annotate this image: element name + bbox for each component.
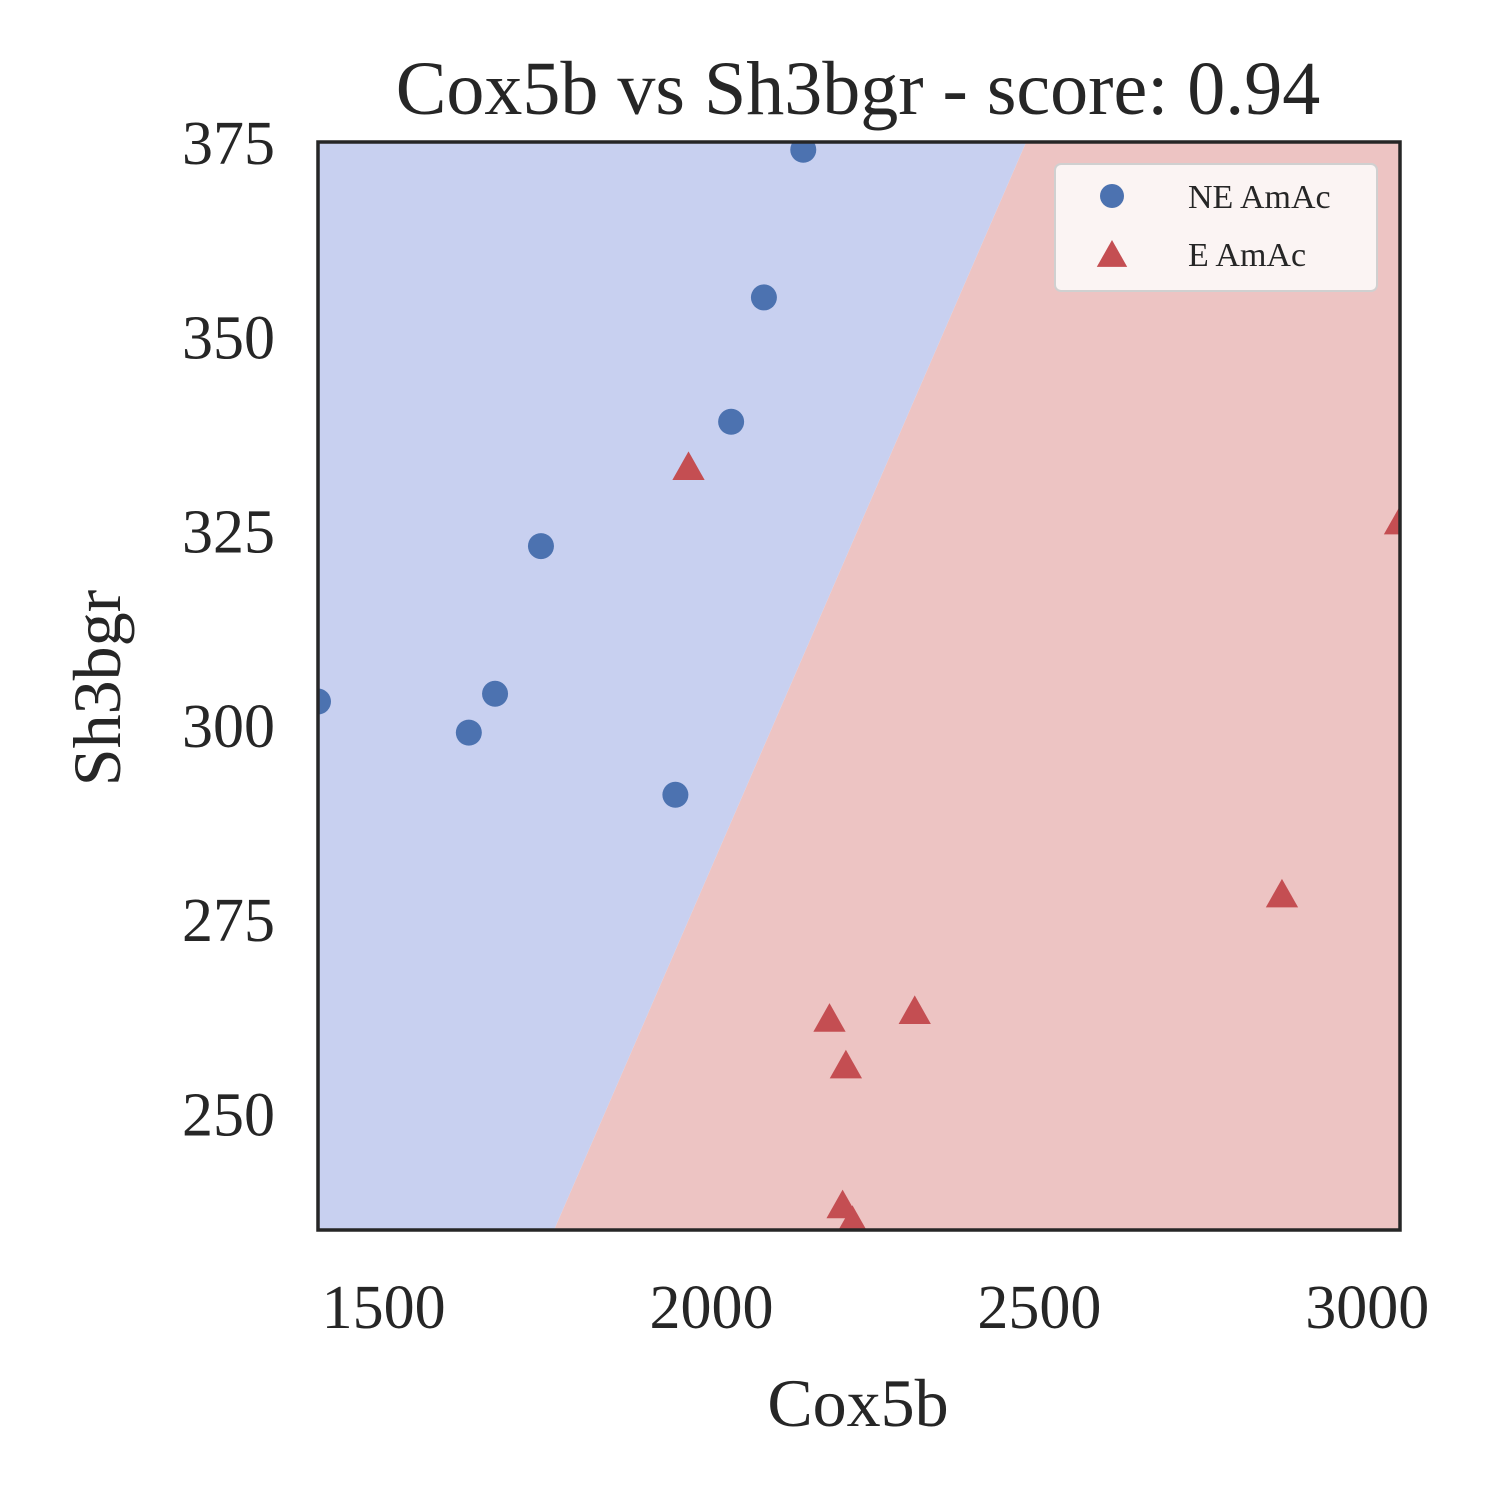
x-tick-label: 1500	[322, 1274, 446, 1342]
point-ne-amac	[318, 688, 331, 715]
y-axis-label: Sh3bgr	[59, 589, 135, 786]
point-e-amac	[813, 1003, 846, 1032]
y-tick-label: 275	[182, 887, 275, 955]
point-e-amac	[672, 451, 705, 480]
data-points	[318, 142, 1400, 1230]
point-e-amac	[898, 995, 931, 1024]
point-e-amac	[829, 1049, 863, 1079]
point-e-amac	[838, 1205, 867, 1230]
plot-frame	[316, 140, 1402, 1232]
x-tick-label: 2500	[977, 1274, 1101, 1342]
y-tick-label: 325	[182, 499, 275, 567]
point-e-amac	[1265, 878, 1299, 908]
y-axis-ticks: 250 275 300 325 350 375	[182, 110, 275, 1149]
legend-marker-ne-amac	[1100, 184, 1124, 208]
y-tick-label: 375	[182, 110, 275, 178]
x-axis-label: Cox5b	[767, 1365, 948, 1441]
point-ne-amac	[662, 781, 689, 808]
legend: NE AmAc E AmAc	[1054, 163, 1378, 292]
legend-label: E AmAc	[1188, 237, 1306, 274]
legend-marker-e-amac	[1096, 240, 1128, 267]
y-tick-label: 250	[182, 1081, 275, 1149]
point-ne-amac	[718, 408, 745, 435]
y-tick-label: 350	[182, 304, 275, 372]
region-ne-amac	[318, 142, 1027, 1230]
decision-regions	[318, 142, 1400, 1230]
point-ne-amac	[790, 142, 817, 163]
point-ne-amac	[527, 533, 554, 560]
x-axis-ticks: 1500 2000 2500 3000	[322, 1274, 1430, 1342]
point-ne-amac	[455, 719, 482, 746]
region-e-amac	[554, 142, 1400, 1230]
chart-title: Cox5b vs Sh3bgr - score: 0.94	[396, 47, 1321, 131]
x-tick-label: 3000	[1305, 1274, 1429, 1342]
point-e-amac	[1383, 505, 1400, 535]
y-tick-label: 300	[182, 693, 275, 761]
x-tick-label: 2000	[649, 1274, 773, 1342]
point-ne-amac	[482, 680, 509, 707]
legend-label: NE AmAc	[1188, 179, 1331, 216]
legend-box	[1054, 163, 1378, 292]
point-ne-amac	[750, 284, 777, 311]
